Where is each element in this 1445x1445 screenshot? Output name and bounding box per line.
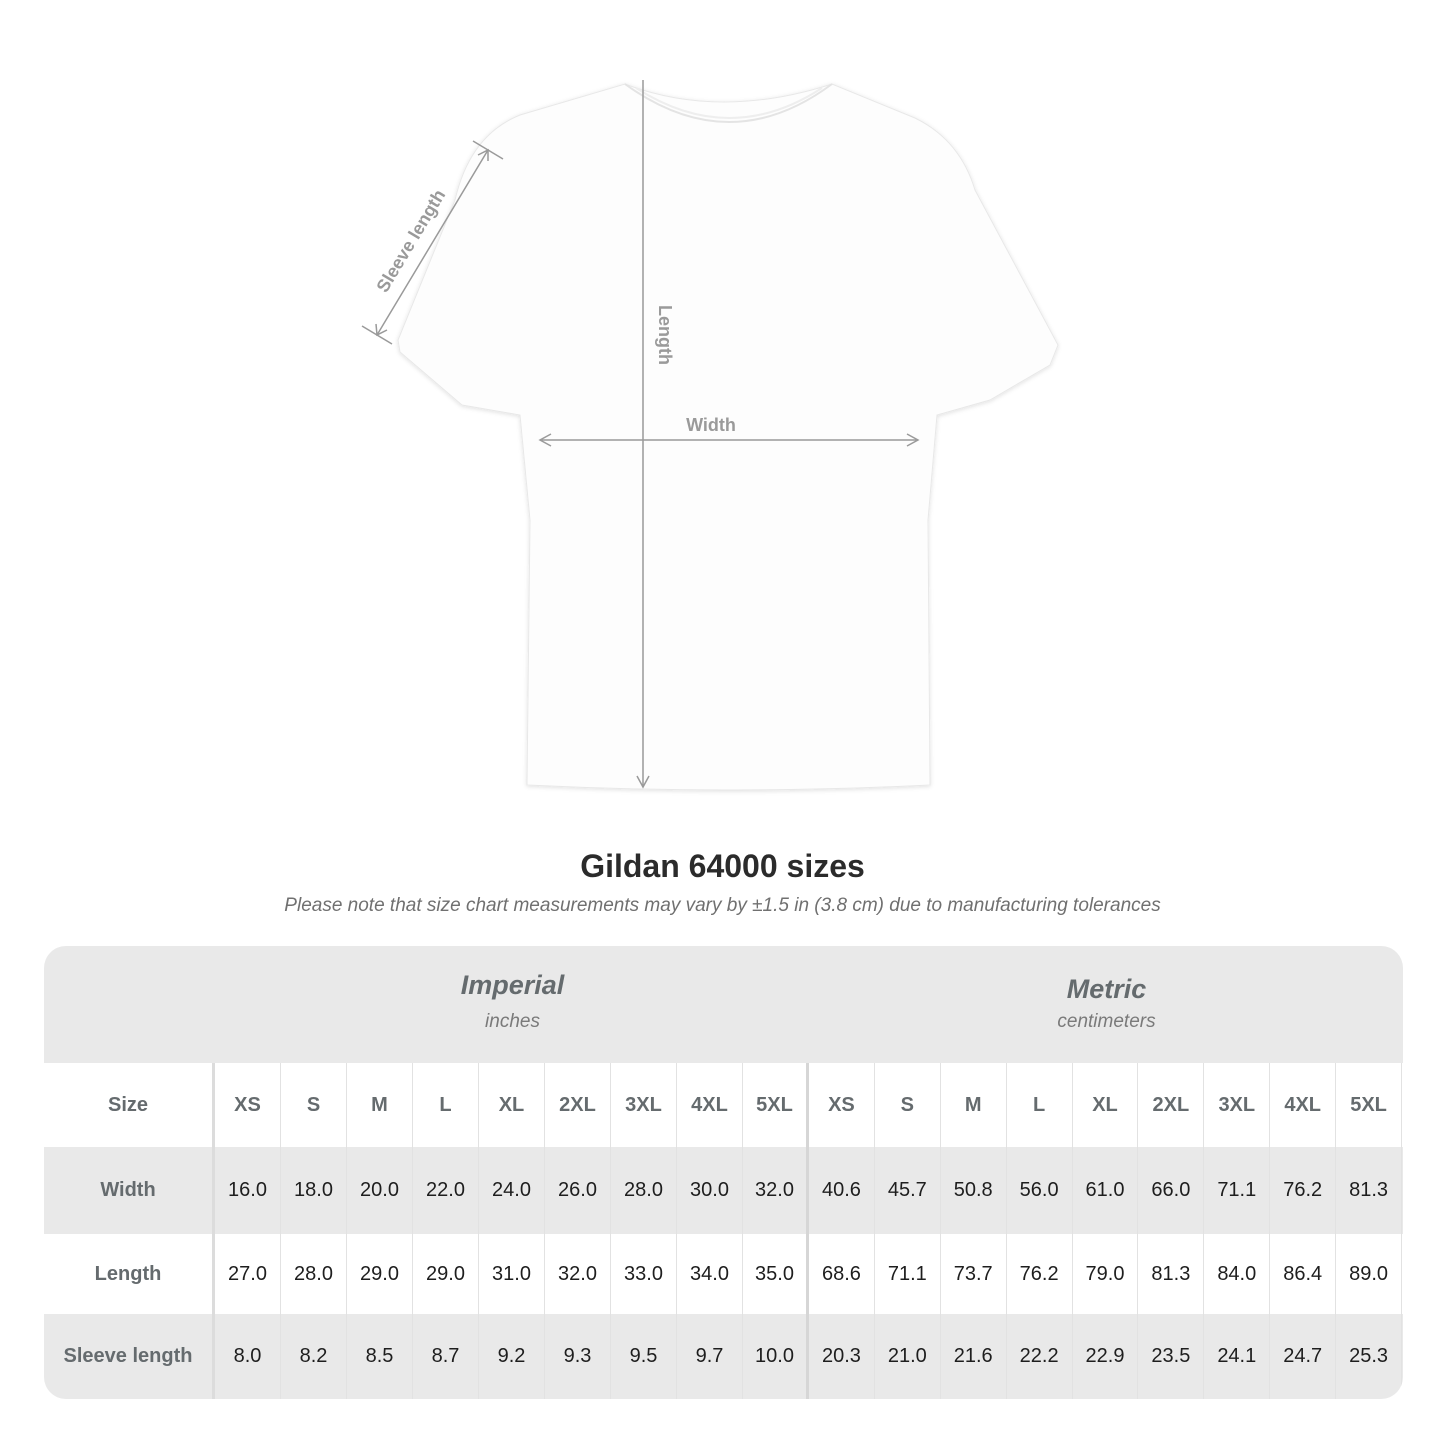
metric-value-cell: 79.0 [1073,1234,1139,1314]
imperial-size-m: M [347,1063,413,1147]
imperial-value-cell: 24.0 [479,1147,545,1234]
table-row-sleeve-length: Sleeve length 8.0 8.2 8.5 8.7 9.2 9.3 9.5 9.7 10.… [44,1314,1403,1399]
imperial-value-cell: 31.0 [479,1234,545,1314]
metric-size-xs: XS [809,1063,875,1147]
metric-size-xl: XL [1073,1063,1139,1147]
row-label: Sleeve length [44,1314,215,1399]
imperial-value-cell: 27.0 [215,1234,281,1314]
imperial-size-l: L [413,1063,479,1147]
imperial-value-cell: 29.0 [413,1234,479,1314]
imperial-value-cell: 33.0 [611,1234,677,1314]
imperial-size-xl: XL [479,1063,545,1147]
metric-size-3xl: 3XL [1204,1063,1271,1147]
imperial-value-cell: 8.5 [347,1314,413,1399]
metric-value-cell: 40.6 [809,1147,875,1234]
metric-value-cell: 81.3 [1336,1147,1403,1234]
imperial-value-cell: 28.0 [281,1234,347,1314]
imperial-value-cell: 10.0 [743,1314,809,1399]
imperial-value-cell: 9.5 [611,1314,677,1399]
metric-value-cell: 84.0 [1204,1234,1271,1314]
imperial-value-cell: 22.0 [413,1147,479,1234]
measurement-lines [361,80,920,789]
metric-value-cell: 89.0 [1336,1234,1403,1314]
metric-header: Metric centimeters [810,946,1403,1063]
length-label: Length [655,305,675,365]
imperial-header: Imperial inches [215,946,810,1063]
metric-value-cell: 71.1 [1204,1147,1271,1234]
metric-value-cell: 21.0 [875,1314,941,1399]
imperial-title: Imperial [460,970,565,1000]
imperial-value-cell: 8.0 [215,1314,281,1399]
imperial-value-cell: 28.0 [611,1147,677,1234]
imperial-value-cell: 18.0 [281,1147,347,1234]
metric-value-cell: 73.7 [941,1234,1007,1314]
imperial-size-5xl: 5XL [743,1063,809,1147]
metric-value-cell: 23.5 [1138,1314,1205,1399]
metric-value-cell: 71.1 [875,1234,941,1314]
imperial-size-2xl: 2XL [545,1063,611,1147]
metric-value-cell: 45.7 [875,1147,941,1234]
metric-unit: centimeters [1057,1011,1156,1032]
metric-value-cell: 76.2 [1007,1234,1073,1314]
metric-size-m: M [941,1063,1007,1147]
page-title: Gildan 64000 sizes [580,848,865,884]
metric-size-4xl: 4XL [1270,1063,1337,1147]
imperial-value-cell: 9.7 [677,1314,743,1399]
imperial-value-cell: 32.0 [743,1147,809,1234]
size-header-row: Size XS S M L XL 2XL 3XL 4XL 5XL XS S M L XL 2XL 3XL 4XL 5… [44,1063,1403,1147]
size-label: Size [44,1063,215,1147]
metric-value-cell: 24.1 [1204,1314,1271,1399]
size-table: Imperial inches Metric centimeters Size X… [44,946,1403,1399]
metric-value-cell: 24.7 [1270,1314,1337,1399]
metric-size-s: S [875,1063,941,1147]
metric-value-cell: 50.8 [941,1147,1007,1234]
metric-value-cell: 25.3 [1336,1314,1403,1399]
width-label: Width [686,415,736,435]
imperial-value-cell: 8.2 [281,1314,347,1399]
tolerance-note: Please note that size chart measurements… [284,895,1161,916]
imperial-value-cell: 20.0 [347,1147,413,1234]
metric-value-cell: 20.3 [809,1314,875,1399]
imperial-value-cell: 32.0 [545,1234,611,1314]
metric-value-cell: 56.0 [1007,1147,1073,1234]
metric-value-cell: 21.6 [941,1314,1007,1399]
metric-size-2xl: 2XL [1138,1063,1205,1147]
imperial-unit: inches [485,1011,540,1032]
imperial-value-cell: 34.0 [677,1234,743,1314]
metric-value-cell: 86.4 [1270,1234,1337,1314]
metric-size-l: L [1007,1063,1073,1147]
metric-value-cell: 22.9 [1073,1314,1139,1399]
table-row-width: Width 16.0 18.0 20.0 22.0 24.0 26.0 28.0 30.0 32.… [44,1147,1403,1234]
tshirt-diagram: Length Width Sleeve length [361,80,1059,791]
imperial-value-cell: 16.0 [215,1147,281,1234]
metric-value-cell: 68.6 [809,1234,875,1314]
metric-size-5xl: 5XL [1336,1063,1403,1147]
metric-value-cell: 61.0 [1073,1147,1139,1234]
imperial-value-cell: 9.3 [545,1314,611,1399]
row-label: Length [44,1234,215,1314]
tshirt-shape [397,83,1059,791]
imperial-value-cell: 8.7 [413,1314,479,1399]
imperial-size-s: S [281,1063,347,1147]
metric-value-cell: 66.0 [1138,1147,1205,1234]
metric-title: Metric [1066,974,1147,1004]
metric-value-cell: 22.2 [1007,1314,1073,1399]
metric-value-cell: 81.3 [1138,1234,1205,1314]
metric-value-cell: 76.2 [1270,1147,1337,1234]
imperial-value-cell: 26.0 [545,1147,611,1234]
imperial-size-4xl: 4XL [677,1063,743,1147]
imperial-value-cell: 9.2 [479,1314,545,1399]
imperial-value-cell: 30.0 [677,1147,743,1234]
table-row-length: Length 27.0 28.0 29.0 29.0 31.0 32.0 33.0 34.0 35… [44,1234,1403,1314]
imperial-size-3xl: 3XL [611,1063,677,1147]
imperial-value-cell: 35.0 [743,1234,809,1314]
imperial-value-cell: 29.0 [347,1234,413,1314]
row-label: Width [44,1147,215,1234]
imperial-size-xs: XS [215,1063,281,1147]
